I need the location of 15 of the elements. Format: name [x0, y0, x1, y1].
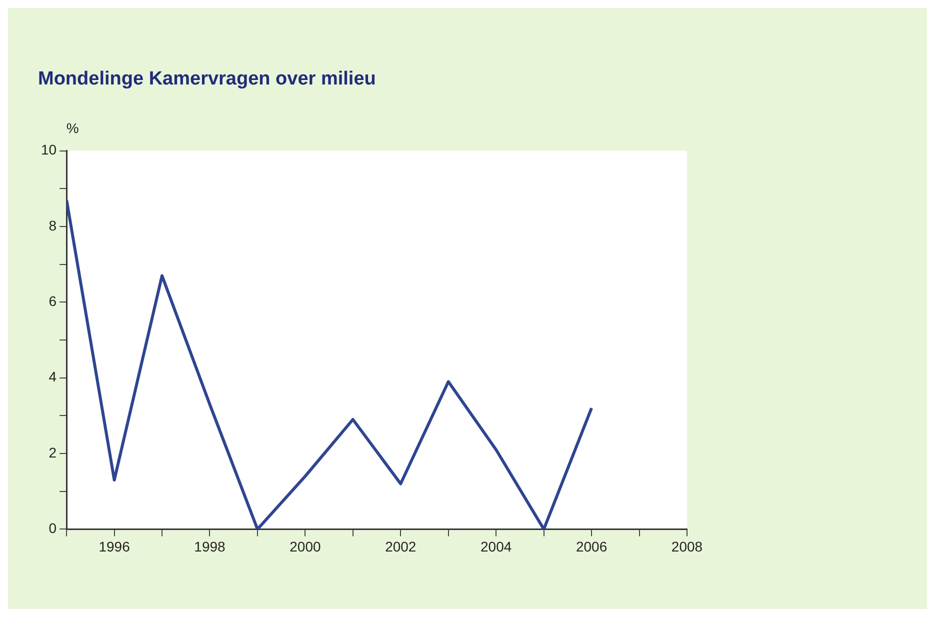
y-tick-label: 2 — [48, 444, 57, 460]
y-tick-label: 0 — [48, 520, 57, 536]
x-tick-label: 1996 — [98, 538, 130, 554]
x-tick-label: 2006 — [576, 538, 608, 554]
y-tick-label: 4 — [48, 368, 57, 385]
chart-title: Mondelinge Kamervragen over milieu — [38, 68, 376, 90]
y-axis-title: % — [66, 120, 79, 136]
y-tick-label: 10 — [40, 142, 57, 158]
x-tick-label: 2002 — [385, 538, 416, 554]
y-tick-label: 8 — [48, 217, 57, 234]
x-tick-label: 1998 — [194, 538, 226, 554]
x-tick-label: 2008 — [671, 538, 703, 554]
y-tick-label: 6 — [48, 293, 57, 310]
x-tick-label: 2000 — [290, 538, 321, 554]
x-tick-label: 2004 — [480, 538, 512, 554]
